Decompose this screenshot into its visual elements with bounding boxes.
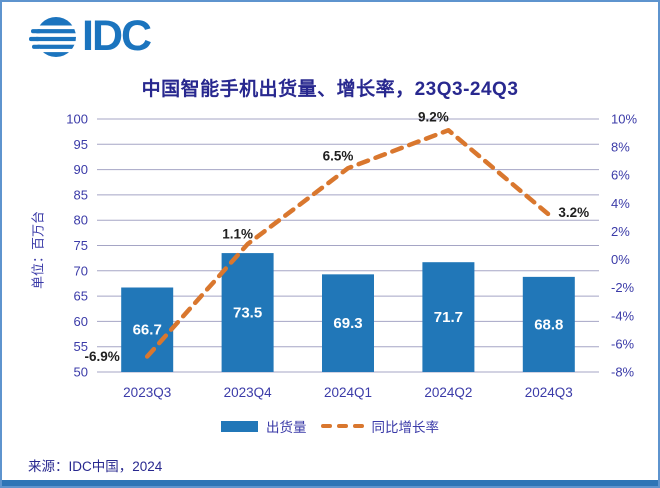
legend-item-shipments: 出货量 — [221, 416, 307, 436]
bottom-accent-bar — [2, 480, 658, 486]
y-axis-tick-label: 90 — [74, 162, 88, 177]
right-axis-tick-label: -2% — [611, 280, 635, 295]
y-axis-tick-label: 60 — [74, 314, 88, 329]
x-axis-category-label: 2024Q3 — [525, 385, 573, 400]
x-axis-category-label: 2023Q3 — [123, 385, 171, 400]
growth-point-label: 3.2% — [558, 205, 589, 220]
y-axis-tick-label: 85 — [74, 187, 88, 202]
shipment-bar — [221, 253, 274, 372]
y-axis-tick-label: 80 — [74, 213, 88, 228]
legend-line-label: 同比增长率 — [371, 420, 440, 435]
growth-point-label: -6.9% — [85, 349, 120, 364]
dashed-line-swatch-icon — [320, 423, 364, 429]
right-axis-tick-label: 0% — [611, 252, 630, 267]
shipment-bar — [522, 276, 575, 372]
bar-value-label: 71.7 — [434, 309, 463, 326]
y-axis-tick-label: 95 — [74, 137, 88, 152]
source-note: 来源：IDC中国，2024 — [28, 459, 163, 474]
bar-swatch-icon — [221, 420, 258, 432]
chart-title: 中国智能手机出货量、增长率，23Q3-24Q3 — [141, 79, 519, 100]
y-axis-tick-label: 75 — [74, 238, 88, 253]
right-axis-tick-label: 4% — [611, 196, 630, 211]
right-axis-tick-label: 6% — [611, 168, 630, 183]
idc-logo: IDC — [28, 12, 152, 60]
bar-value-label: 68.8 — [534, 316, 563, 333]
x-axis-category-label: 2023Q4 — [224, 385, 273, 400]
right-axis-tick-label: -6% — [611, 336, 635, 351]
right-axis-tick-label: 8% — [611, 140, 630, 155]
shipment-bar — [422, 262, 475, 372]
y-axis-tick-label: 70 — [74, 263, 88, 278]
bar-value-label: 69.3 — [333, 315, 362, 332]
chart-legend: 出货量 同比增长率 — [2, 416, 658, 436]
right-axis-tick-label: 10% — [611, 112, 637, 127]
y-axis-tick-label: 100 — [66, 112, 88, 127]
growth-point-label: 9.2% — [418, 110, 449, 125]
y-axis-tick-label: 65 — [74, 289, 88, 304]
growth-point-label: 6.5% — [323, 149, 354, 164]
x-axis-category-label: 2024Q1 — [324, 385, 372, 400]
right-axis-tick-label: -8% — [611, 365, 635, 380]
right-axis-tick-label: -4% — [611, 308, 635, 323]
y-axis-tick-label: 50 — [74, 365, 88, 380]
growth-point-label: 1.1% — [222, 227, 253, 242]
right-axis-tick-label: 2% — [611, 224, 630, 239]
idc-globe-icon — [29, 17, 80, 57]
bar-value-label: 73.5 — [233, 305, 262, 322]
idc-logo-text: IDC — [82, 12, 152, 60]
shipment-bar — [322, 274, 374, 372]
legend-bar-label: 出货量 — [266, 420, 307, 435]
bar-value-label: 66.7 — [133, 322, 162, 339]
y-axis-tick-label: 55 — [74, 339, 88, 354]
x-axis-category-label: 2024Q2 — [424, 385, 472, 400]
growth-line — [144, 127, 552, 359]
legend-item-growth: 同比增长率 — [320, 416, 440, 436]
